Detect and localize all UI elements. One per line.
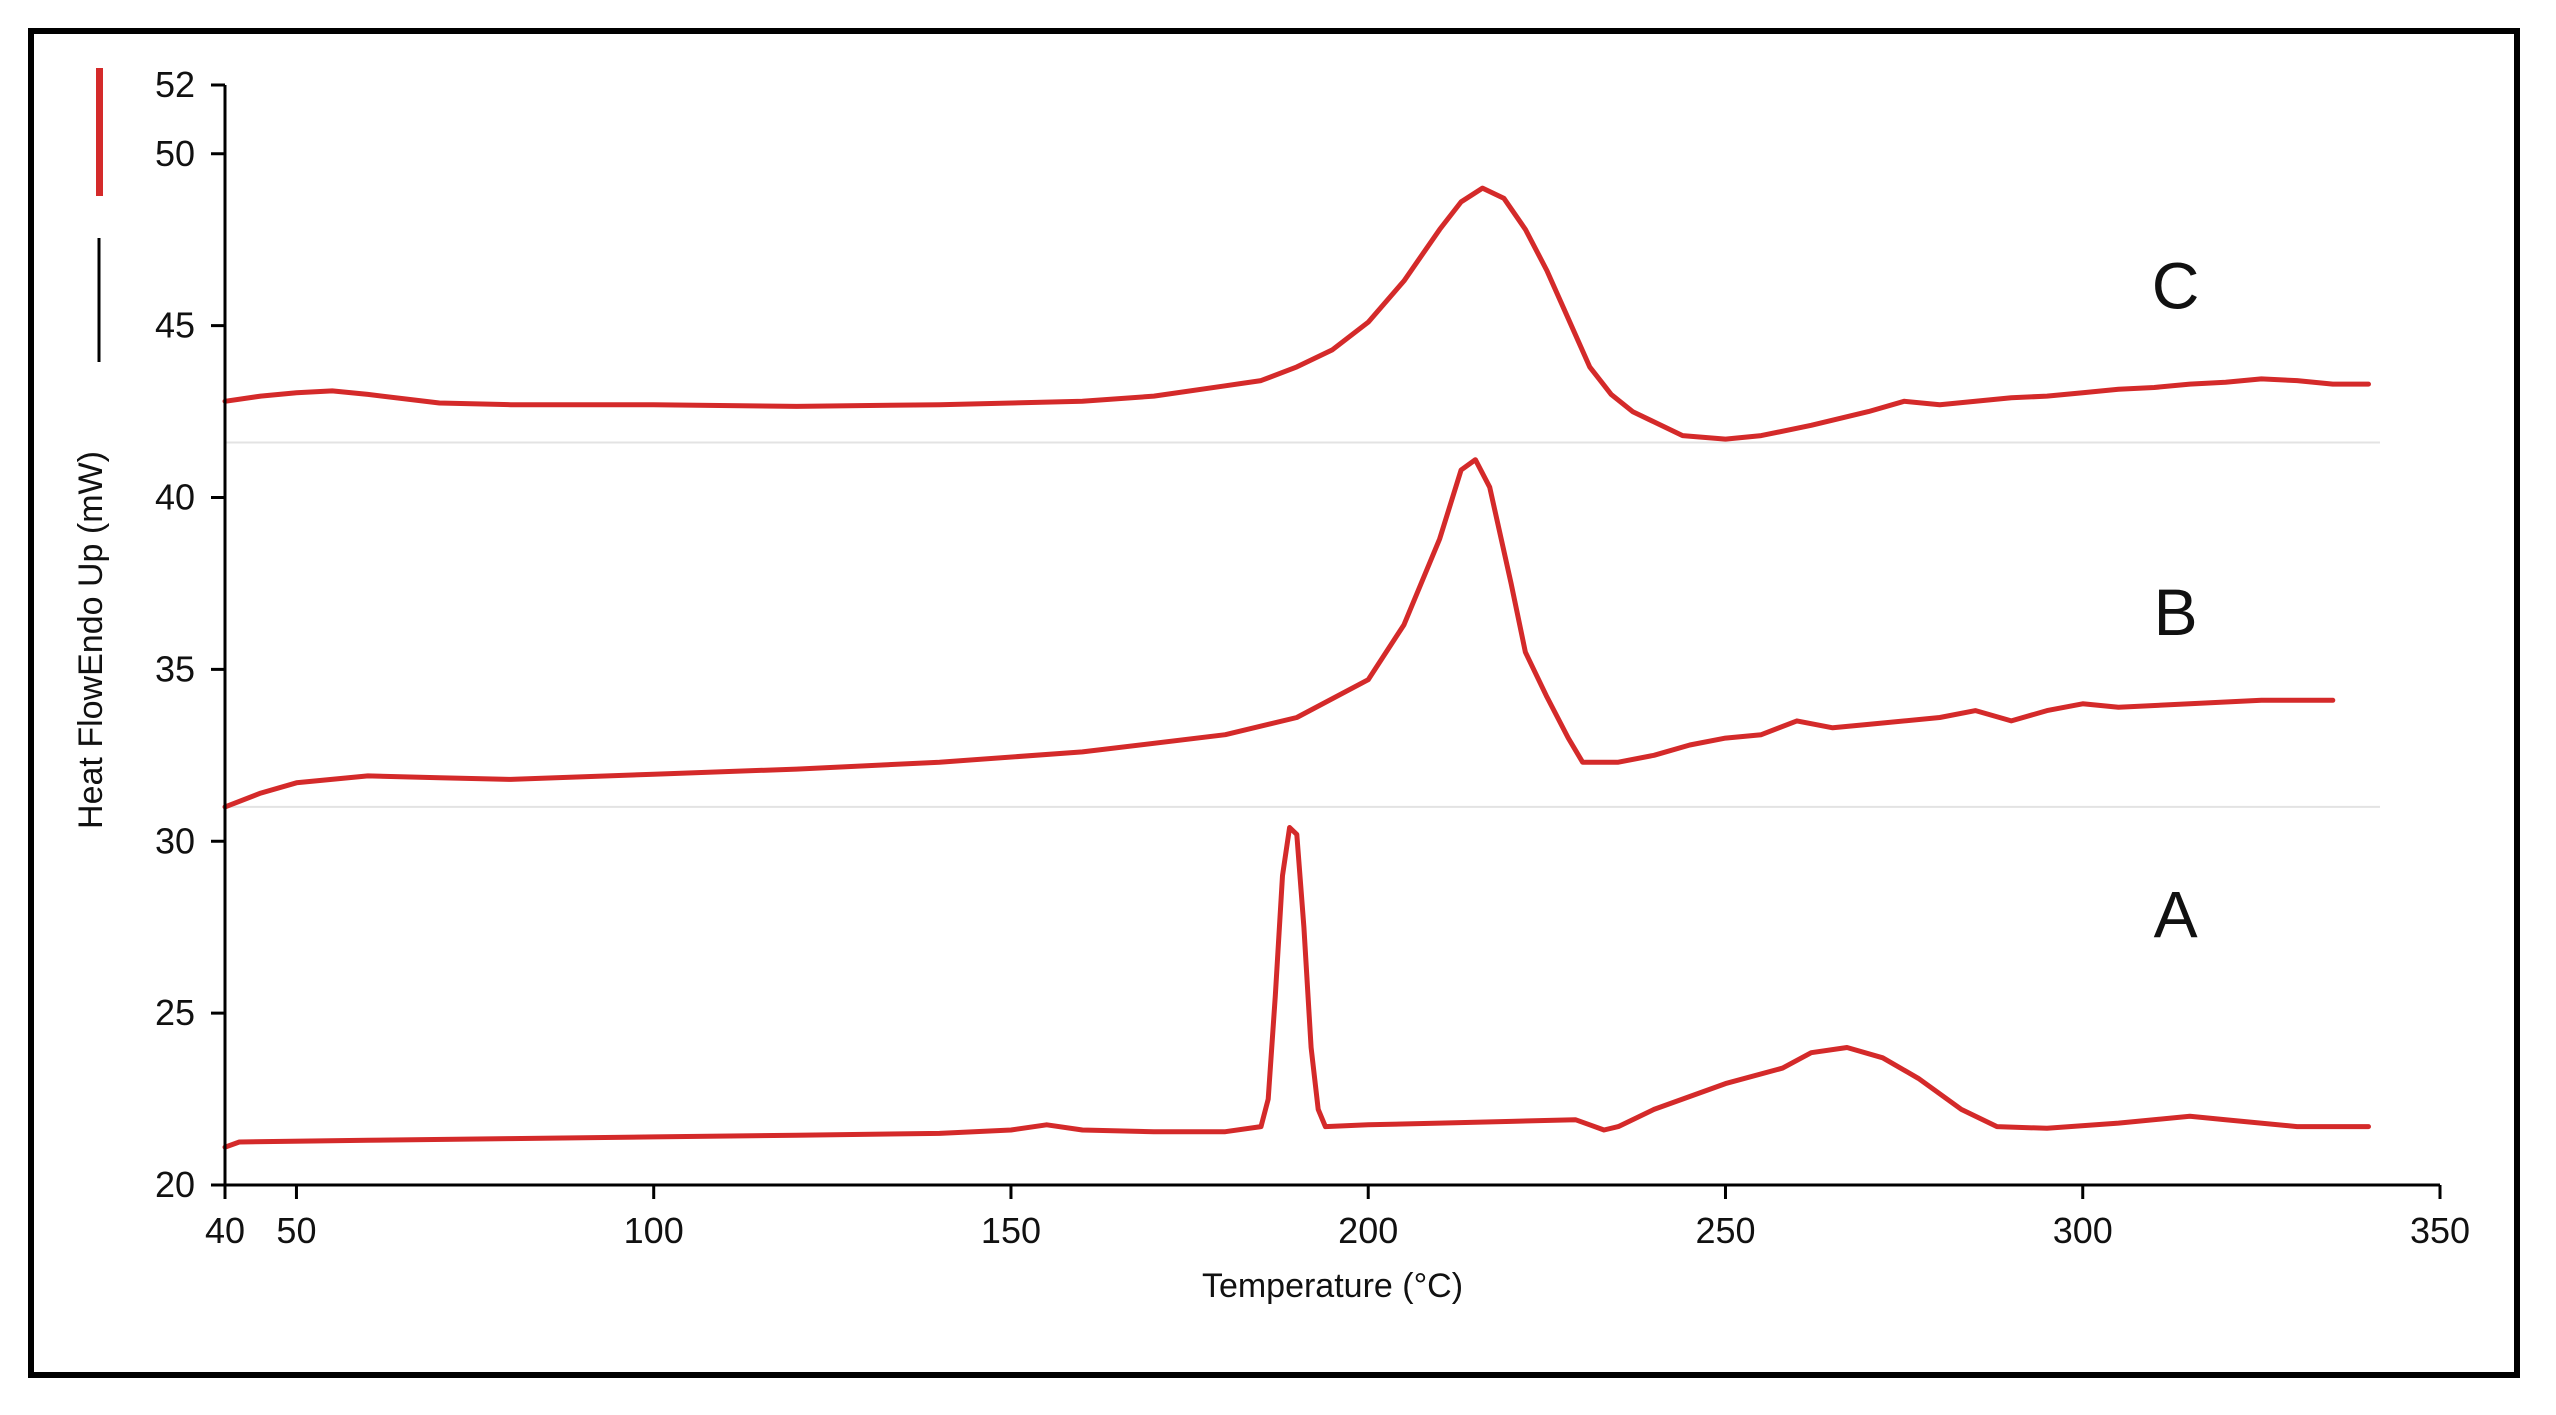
y-tick-label: 50 [155,133,195,174]
legend-swatch-red [96,68,103,196]
series-a-line [222,825,2371,1150]
y-tick-label: 40 [155,477,195,518]
x-tick-label: 300 [2053,1210,2113,1251]
baselines-layer [225,441,2380,808]
series-b-line [222,457,2336,810]
x-axis-title: Temperature (°C) [1202,1267,1463,1305]
series-c-label: C [2152,248,2200,322]
series-layer: A B C [222,185,2371,1150]
axes-layer [223,85,2440,1187]
x-tick-label: 200 [1338,1210,1398,1251]
y-tick-label: 45 [155,305,195,346]
x-tick-label: 100 [624,1210,684,1251]
y-tick-label: 30 [155,820,195,861]
x-tick-label: 40 [205,1210,245,1251]
y-tick-label: 52 [155,64,195,105]
y-tick-label: 20 [155,1164,195,1205]
x-tick-label: 150 [981,1210,1041,1251]
labels-layer: Temperature (°C) Heat FlowEndo Up (mW) [72,451,1463,1305]
x-tick-label: 350 [2410,1210,2470,1251]
series-c-line [222,185,2371,442]
legend-layer [96,68,103,362]
figure-frame [28,28,2520,1378]
series-b-label: B [2154,575,2198,649]
series-a-label: A [2154,878,2198,952]
y-tick-label: 35 [155,648,195,689]
x-tick-label: 250 [1695,1210,1755,1251]
y-tick-label: 25 [155,992,195,1033]
x-tick-label: 50 [276,1210,316,1251]
y-axis-title: Heat FlowEndo Up (mW) [72,451,110,829]
ticks-layer: 40 50 100 150 200 250 300 350 20 25 30 35 40 45 50 52 [155,64,2470,1251]
